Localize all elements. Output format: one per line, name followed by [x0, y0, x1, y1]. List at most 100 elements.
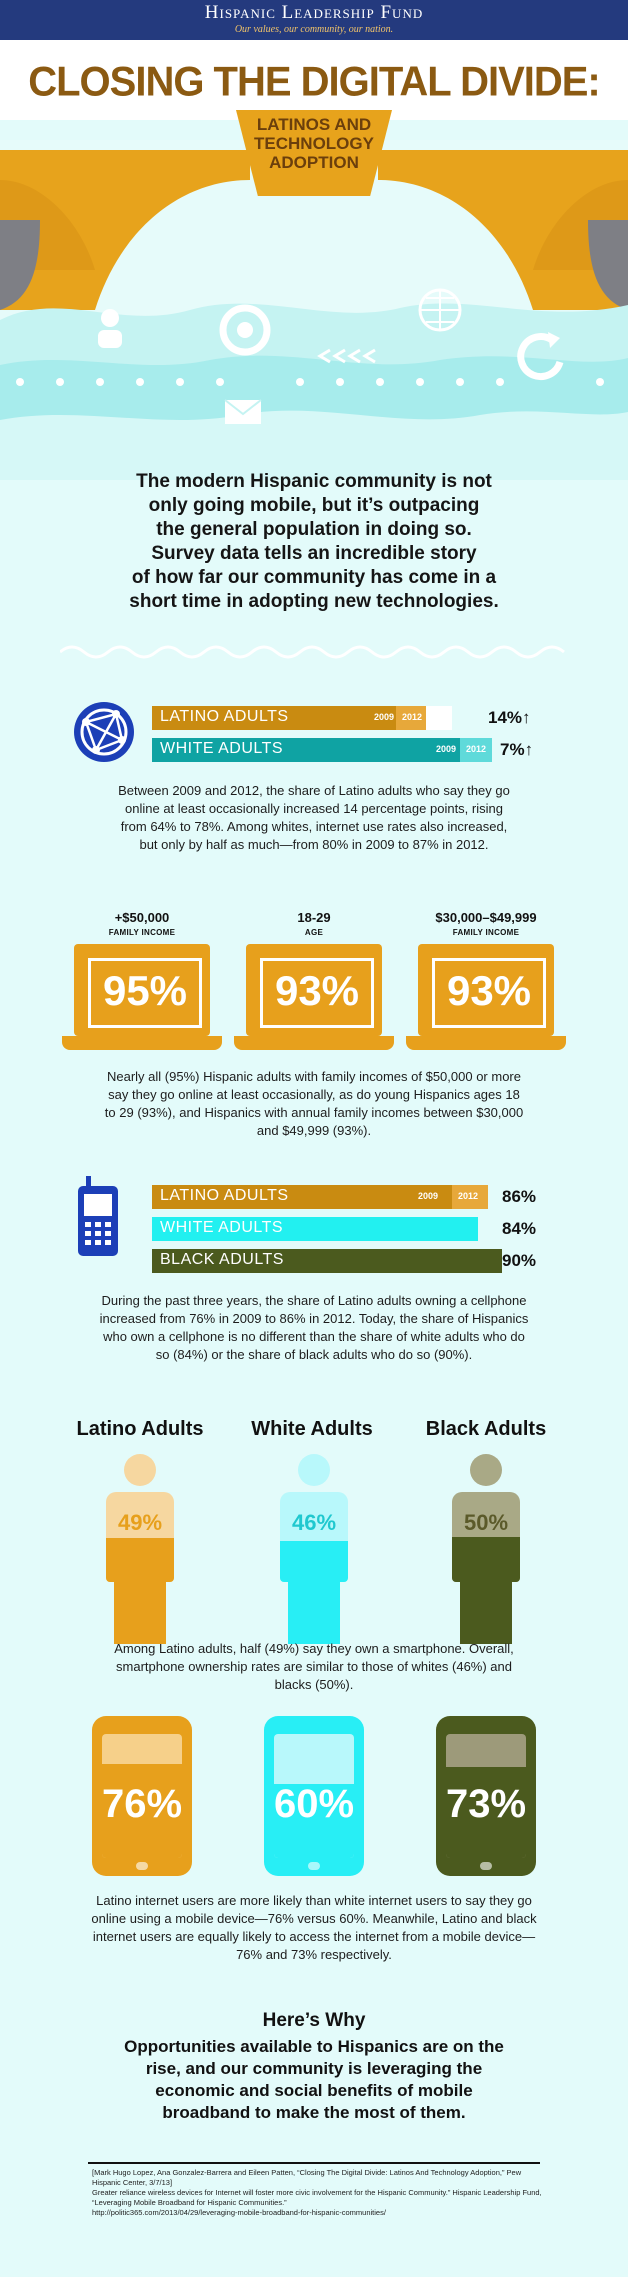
- subtitle-banner: [236, 110, 392, 196]
- intro-line: short time in adopting new technologies.: [129, 591, 499, 612]
- bar-white-internet: WHITE ADULTS 2009 2012: [152, 738, 492, 762]
- bar-label: LATINO ADULTS: [160, 708, 289, 725]
- home-button-icon: [136, 1862, 148, 1870]
- person-leg: [460, 1578, 486, 1644]
- why-text: Opportunities available to Hispanics are…: [124, 2037, 504, 2122]
- cellphone-icon: [78, 1176, 118, 1256]
- wave-divider: [60, 645, 565, 659]
- laptop-sub: AGE: [304, 928, 324, 937]
- laptop-heading-3: $30,000–$49,999 FAMILY INCOME: [406, 910, 566, 940]
- year-2009: 2009: [418, 1191, 439, 1201]
- phone-fill: [274, 1783, 354, 1858]
- mobile-latino-value: 76%: [101, 1782, 183, 1826]
- reference-divider: [88, 2162, 540, 2164]
- column-title-white: White Adults: [251, 1418, 373, 1440]
- home-button-icon: [308, 1862, 320, 1870]
- laptops-text: Nearly all (95%) Hispanic adults with fa…: [104, 1069, 524, 1138]
- intro-line: The modern Hispanic community is not: [136, 471, 492, 492]
- person-leg: [486, 1578, 512, 1644]
- reference-item: [Mark Hugo Lopez, Ana Gonzalez-Barrera a…: [92, 2168, 522, 2187]
- person-fill: [452, 1537, 520, 1582]
- title-band: [0, 40, 628, 120]
- phone-screen: [274, 1734, 354, 1858]
- bar-label: BLACK ADULTS: [160, 1251, 284, 1268]
- laptop-title: +$50,000: [114, 910, 170, 925]
- laptop-sub: FAMILY INCOME: [452, 928, 520, 937]
- brand-name: Hispanic Leadership Fund: [204, 2, 424, 23]
- bar-white-cellphone: WHITE ADULTS: [152, 1217, 478, 1241]
- bar-latino-cellphone: LATINO ADULTS 2009 2012: [152, 1185, 488, 1209]
- laptop-icon: 93%: [234, 944, 394, 1054]
- person-leg: [140, 1578, 166, 1644]
- home-button-icon: [480, 1862, 492, 1870]
- subtitle: LATINOS AND TECHNOLOGY ADOPTION: [236, 115, 392, 172]
- up-arrow-icon: ↑: [524, 740, 534, 759]
- phone-screen: [446, 1734, 526, 1858]
- mobile-white-value: 60%: [273, 1782, 355, 1826]
- change-latino: 14%↑: [488, 708, 531, 728]
- reference-link[interactable]: http://politic365.com/2013/04/29/leverag…: [92, 2208, 386, 2217]
- laptop-value: 93%: [274, 967, 360, 1014]
- person-head: [298, 1454, 330, 1486]
- laptop-icon: 93%: [406, 944, 566, 1054]
- intro-line: Survey data tells an incredible story: [151, 543, 477, 564]
- person-latino: 49%: [100, 1454, 180, 1644]
- phone-white: 60%: [264, 1716, 364, 1876]
- person-leg: [288, 1578, 314, 1644]
- laptop-heading-1: +$50,000 FAMILY INCOME: [62, 910, 222, 940]
- year-2012: 2012: [402, 712, 423, 722]
- year-2009: 2009: [374, 712, 395, 722]
- change-white: 7%↑: [500, 740, 533, 760]
- phone-screen: [102, 1734, 182, 1858]
- subtitle-line: TECHNOLOGY: [254, 134, 374, 153]
- subtitle-line: LATINOS AND: [256, 115, 372, 134]
- internet-use-text: Between 2009 and 2012, the share of Lati…: [118, 783, 510, 852]
- person-body: [280, 1492, 348, 1582]
- main-title: CLOSING THE DIGITAL DIVIDE:: [28, 58, 601, 106]
- reference-item: Greater reliance wireless devices for In…: [92, 2188, 542, 2207]
- laptop-icon: 95%: [62, 944, 222, 1054]
- smartphone-latino-value: 49%: [117, 1510, 163, 1535]
- cellphone-latino-value: 86%: [502, 1187, 537, 1206]
- references: [Mark Hugo Lopez, Ana Gonzalez-Barrera a…: [92, 2168, 542, 2218]
- intro-line: of how far our community has come in a: [131, 567, 497, 588]
- person-fill: [280, 1540, 348, 1582]
- bar-label: LATINO ADULTS: [160, 1187, 289, 1204]
- phone-fill: [102, 1763, 182, 1858]
- intro-line: the general population in doing so.: [156, 519, 472, 540]
- mobile-device-text: Latino internet users are more likely th…: [91, 1893, 537, 1962]
- laptop-sub: FAMILY INCOME: [108, 928, 176, 937]
- column-title-black: Black Adults: [425, 1418, 547, 1440]
- bar-black-cellphone: BLACK ADULTS: [152, 1249, 502, 1273]
- bridge-illustration: [0, 140, 628, 480]
- person-black: 50%: [446, 1454, 526, 1644]
- laptop-value: 95%: [102, 967, 188, 1014]
- up-arrow-icon: ↑: [522, 708, 531, 727]
- smartphone-white-value: 46%: [291, 1510, 337, 1535]
- bar-fill: [152, 706, 426, 730]
- phone-black: 73%: [436, 1716, 536, 1876]
- change-value: 14%: [488, 708, 523, 727]
- mobile-black-value: 73%: [445, 1782, 527, 1826]
- intro-line: only going mobile, but it’s outpacing: [148, 495, 480, 516]
- person-fill: [106, 1537, 174, 1582]
- bar-2012-segment: [460, 738, 492, 762]
- subtitle-line: ADOPTION: [269, 153, 359, 172]
- bar-2012-segment: [452, 1185, 488, 1209]
- phone-latino: 76%: [92, 1716, 192, 1876]
- phone-fill: [446, 1767, 526, 1858]
- cellphone-white-value: 84%: [502, 1219, 537, 1238]
- year-2012: 2012: [458, 1191, 479, 1201]
- laptop-title: $30,000–$49,999: [435, 910, 537, 925]
- person-head: [124, 1454, 156, 1486]
- cellphone-text: During the past three years, the share o…: [99, 1293, 529, 1362]
- bar-label: WHITE ADULTS: [160, 740, 284, 757]
- column-title-latino: Latino Adults: [76, 1418, 204, 1440]
- change-value: 7%: [500, 740, 525, 759]
- intro-text: The modern Hispanic community is not onl…: [100, 470, 528, 614]
- header-bar: [0, 0, 628, 40]
- person-head: [470, 1454, 502, 1486]
- person-body: [452, 1492, 520, 1582]
- brand-tagline: Our values, our community, our nation.: [234, 24, 394, 35]
